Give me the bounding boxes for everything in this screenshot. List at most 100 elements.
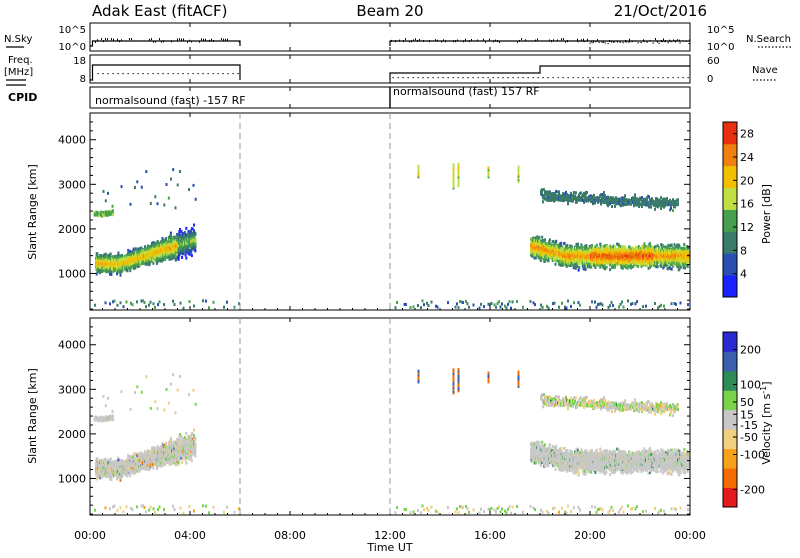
nsky-spike: [535, 40, 536, 42]
power-cell: [234, 306, 236, 309]
nsky-right-tick-bottom: 10^0: [707, 42, 734, 53]
nave-dot: [123, 73, 124, 74]
power-cell: [534, 303, 536, 306]
nave-dot: [128, 73, 129, 74]
nave-dot: [453, 77, 454, 78]
power-cell: [194, 233, 196, 236]
power-cell: [671, 302, 673, 305]
freq-series: [90, 65, 690, 80]
power-cell: [627, 299, 629, 302]
power-cell: [579, 246, 581, 249]
nave-dot: [103, 73, 104, 74]
power-cell: [596, 244, 598, 247]
nsky-spike: [483, 39, 484, 41]
nsky-spike: [453, 40, 454, 42]
freq-trace: [90, 65, 240, 80]
nsky-spike: [593, 40, 594, 42]
nsky-spike: [411, 40, 412, 42]
power-cell: [174, 303, 176, 306]
nsky-spike: [117, 39, 118, 41]
nave-dot: [488, 77, 489, 78]
power-cell: [609, 268, 611, 271]
power-cell: [423, 303, 425, 306]
freq-label-line1: Freq.: [8, 55, 33, 66]
nsearch-dot: [623, 42, 624, 43]
power-cell: [112, 205, 114, 208]
nsky-spike: [455, 40, 456, 42]
nsky-spike: [489, 39, 490, 41]
nave-dot: [473, 77, 474, 78]
nave-dot: [608, 77, 609, 78]
nsky-spike: [113, 39, 114, 41]
power-cell: [687, 303, 689, 306]
nsearch-dot: [596, 41, 597, 42]
power-cell: [564, 242, 566, 245]
power-cell: [105, 301, 107, 304]
nave-dot: [203, 73, 204, 74]
nsky-spike: [443, 39, 444, 41]
nave-dot: [448, 77, 449, 78]
nave-dot: [628, 77, 629, 78]
power-cell: [188, 188, 190, 191]
nsky-spike: [537, 38, 538, 40]
freq-trace: [390, 66, 690, 80]
nave-dot: [553, 77, 554, 78]
power-cell: [162, 258, 164, 261]
nsky-spike: [437, 40, 438, 42]
power-cell: [213, 301, 215, 304]
nsky-spike: [415, 38, 416, 40]
power-cell: [480, 303, 482, 306]
power-cell: [123, 305, 125, 308]
nsky-spike: [655, 38, 656, 40]
power-cell: [165, 237, 167, 240]
power-cell: [500, 306, 502, 309]
nsearch-dot: [656, 40, 657, 41]
power-cell: [176, 257, 178, 260]
nave-dot: [393, 77, 394, 78]
nave-dot: [688, 77, 689, 78]
nsearch-dot: [593, 42, 594, 43]
power-cell: [558, 306, 560, 309]
nsky-spike: [657, 41, 658, 43]
nave-dot: [148, 73, 149, 74]
power-cell: [645, 305, 647, 308]
nave-dot: [178, 73, 179, 74]
nave-dot: [158, 73, 159, 74]
nsearch-dot: [641, 42, 642, 43]
nave-dot: [468, 77, 469, 78]
nave-dot: [678, 77, 679, 78]
power-cell: [609, 304, 611, 307]
power-cell: [455, 306, 457, 309]
nave-dot: [418, 77, 419, 78]
nave-dot: [573, 77, 574, 78]
power-cell: [152, 262, 154, 265]
power-cell: [522, 306, 524, 309]
nsky-left-tick-bottom: 10^0: [59, 42, 86, 53]
power-cell: [183, 307, 185, 310]
power-cell: [501, 302, 503, 305]
power-cell: [205, 300, 207, 303]
nsky-spike: [183, 39, 184, 41]
nsky-spike: [155, 41, 156, 43]
power-cell: [548, 259, 550, 262]
power-cell: [96, 252, 98, 255]
nave-dot: [538, 77, 539, 78]
power-cell: [154, 306, 156, 309]
power-cell: [518, 166, 520, 169]
nsky-spike: [549, 39, 550, 41]
nsky-trace: [390, 41, 690, 46]
power-cell: [226, 301, 228, 304]
cpid-segment-1: normalsound (fast) -157 RF: [95, 94, 246, 107]
nsearch-dot: [638, 42, 639, 43]
power-cell: [395, 306, 397, 309]
nave-dot: [578, 77, 579, 78]
nave-dot: [138, 73, 139, 74]
nsearch-dot: [650, 40, 651, 41]
power-heatmap: [94, 163, 690, 310]
power-cell: [181, 256, 183, 259]
nave-dot: [423, 77, 424, 78]
power-cell: [112, 209, 114, 212]
nave-dot: [133, 73, 134, 74]
nsky-spike: [171, 40, 172, 42]
nsky-spike: [499, 41, 500, 43]
